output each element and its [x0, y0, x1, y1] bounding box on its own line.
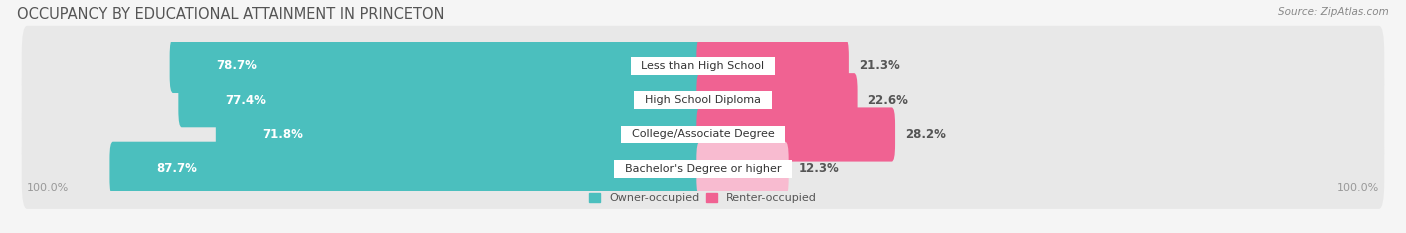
Text: 87.7%: 87.7% [156, 162, 197, 175]
FancyBboxPatch shape [110, 142, 706, 196]
FancyBboxPatch shape [21, 129, 1385, 209]
Text: 100.0%: 100.0% [1337, 183, 1379, 193]
FancyBboxPatch shape [21, 60, 1385, 140]
Text: 12.3%: 12.3% [799, 162, 839, 175]
FancyBboxPatch shape [696, 39, 849, 93]
FancyBboxPatch shape [21, 94, 1385, 175]
FancyBboxPatch shape [179, 73, 706, 127]
Text: 28.2%: 28.2% [905, 128, 946, 141]
Text: 100.0%: 100.0% [27, 183, 69, 193]
FancyBboxPatch shape [170, 39, 706, 93]
FancyBboxPatch shape [696, 142, 789, 196]
Text: 77.4%: 77.4% [225, 94, 266, 107]
Text: College/Associate Degree: College/Associate Degree [624, 130, 782, 140]
FancyBboxPatch shape [217, 107, 706, 161]
Text: 71.8%: 71.8% [263, 128, 304, 141]
Text: 78.7%: 78.7% [217, 59, 257, 72]
Text: OCCUPANCY BY EDUCATIONAL ATTAINMENT IN PRINCETON: OCCUPANCY BY EDUCATIONAL ATTAINMENT IN P… [17, 7, 444, 22]
Text: 21.3%: 21.3% [859, 59, 900, 72]
FancyBboxPatch shape [21, 26, 1385, 106]
Text: High School Diploma: High School Diploma [638, 95, 768, 105]
Text: Less than High School: Less than High School [634, 61, 772, 71]
Text: Source: ZipAtlas.com: Source: ZipAtlas.com [1278, 7, 1389, 17]
Text: 22.6%: 22.6% [868, 94, 908, 107]
FancyBboxPatch shape [696, 73, 858, 127]
Legend: Owner-occupied, Renter-occupied: Owner-occupied, Renter-occupied [585, 189, 821, 208]
Text: Bachelor's Degree or higher: Bachelor's Degree or higher [617, 164, 789, 174]
FancyBboxPatch shape [696, 107, 896, 161]
